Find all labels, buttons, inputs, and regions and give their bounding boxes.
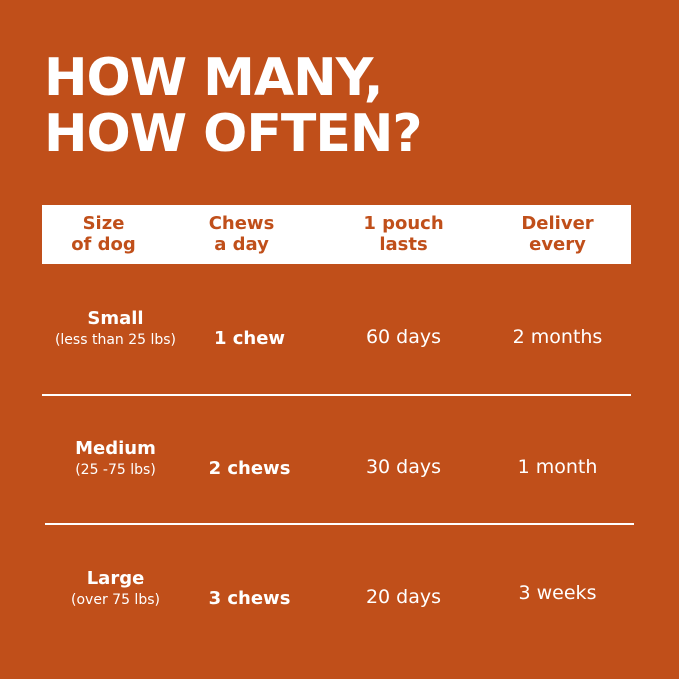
column-header-line: a day <box>214 234 269 255</box>
size: Large <box>86 568 145 589</box>
column-header: Deliver every <box>484 213 631 255</box>
size: Medium <box>75 438 156 459</box>
title: HOW MANY, HOW OFTEN? <box>44 48 423 164</box>
deliver-every: 2 months <box>512 326 603 348</box>
column-header-line: Deliver <box>521 213 594 234</box>
pouch-lasts: 60 days <box>365 326 442 348</box>
column-header: Size of dog <box>30 213 177 255</box>
pouch-lasts: 30 days <box>365 456 442 478</box>
column-header-line: of dog <box>71 234 136 255</box>
column-header-line: 1 pouch <box>363 213 444 234</box>
deliver-every: 1 month <box>517 456 598 478</box>
size-note: (less than 25 lbs) <box>54 332 177 348</box>
table-row: Medium (25 -75 lbs) 2 chews 30 days 1 month <box>0 438 679 498</box>
title-line: HOW OFTEN? <box>44 104 423 164</box>
chews: 1 chew <box>213 328 286 349</box>
column-header-line: Chews <box>208 213 275 234</box>
column-header-line: Size <box>82 213 125 234</box>
table-row: Small (less than 25 lbs) 1 chew 60 days 2 mo… <box>0 308 679 368</box>
deliver-every: 3 weeks <box>518 582 597 604</box>
size-note: (over 75 lbs) <box>71 592 160 608</box>
size-cell: Large (over 75 lbs) <box>42 568 189 608</box>
size-note: (25 -75 lbs) <box>75 462 156 478</box>
chews: 2 chews <box>208 458 291 479</box>
divider <box>42 394 631 396</box>
size: Small <box>87 308 144 329</box>
pouch-lasts: 20 days <box>365 586 442 608</box>
column-header: Chews a day <box>168 213 315 255</box>
title-line: HOW MANY, <box>44 48 383 108</box>
chews: 3 chews <box>208 588 291 609</box>
column-header-line: lasts <box>379 234 428 255</box>
column-header-line: every <box>529 234 586 255</box>
table-row: Large (over 75 lbs) 3 chews 20 days 3 weeks <box>0 568 679 628</box>
table-header: Size of dog Chews a day 1 pouch lasts Deliver e… <box>42 205 631 264</box>
divider <box>45 523 634 525</box>
size-cell: Small (less than 25 lbs) <box>42 308 189 348</box>
column-header: 1 pouch lasts <box>330 213 477 255</box>
size-cell: Medium (25 -75 lbs) <box>42 438 189 478</box>
